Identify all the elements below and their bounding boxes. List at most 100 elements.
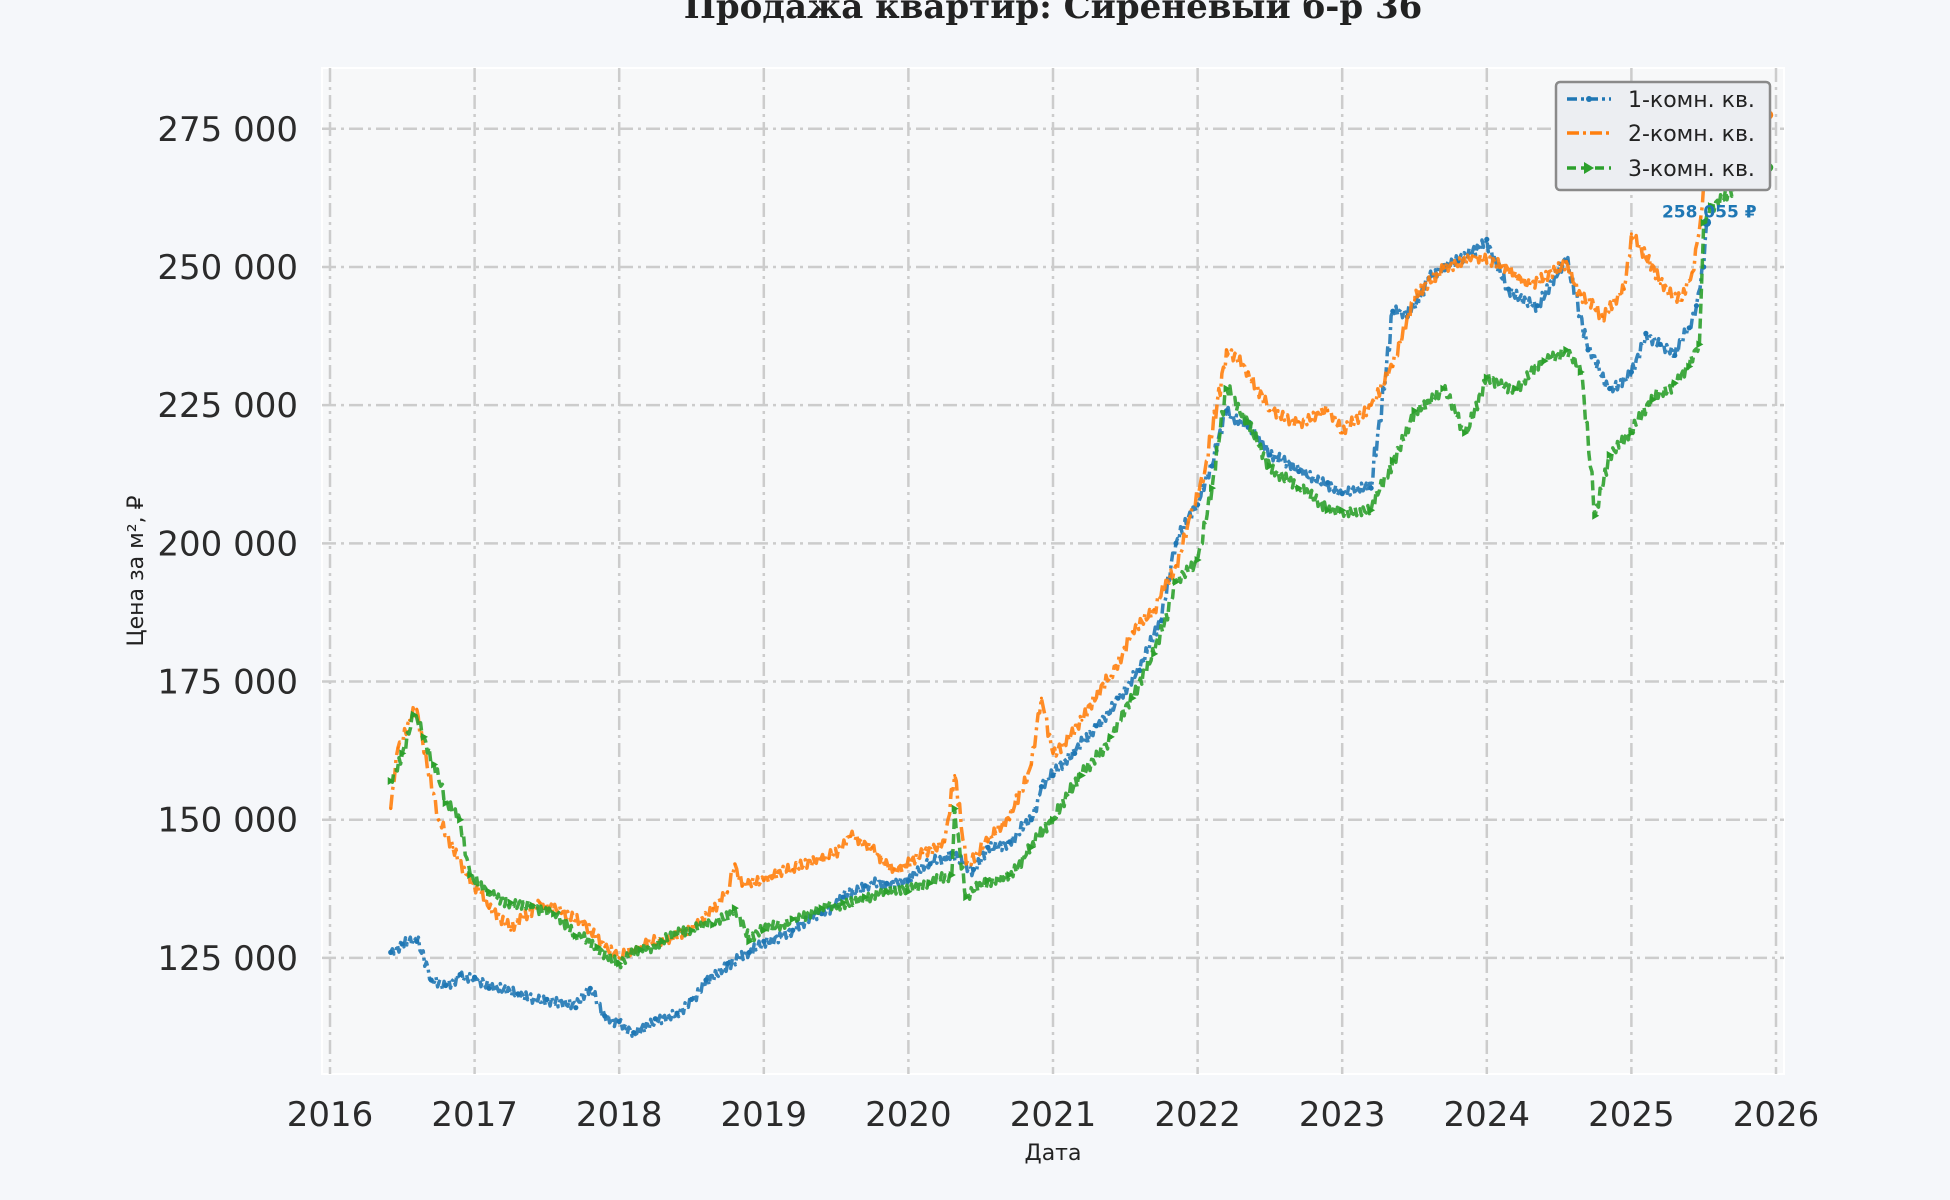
- data-point: [762, 879, 766, 883]
- x-axis-ticks: 2016 2017 2018 2019 2020 2021 2022 2023 2024 2025…: [287, 1095, 1820, 1135]
- data-point: [1326, 409, 1330, 413]
- y-tick-label: 200 000: [157, 524, 298, 564]
- data-point: [616, 1018, 622, 1025]
- x-tick-label: 2024: [1444, 1095, 1531, 1135]
- data-point: [1690, 271, 1694, 275]
- data-point: [428, 977, 434, 983]
- data-point: [1413, 298, 1416, 302]
- data-point: [1051, 751, 1055, 755]
- data-point: [1174, 563, 1178, 567]
- data-point: [731, 904, 739, 913]
- legend-label-2: 2-комн. кв.: [1628, 122, 1755, 147]
- data-point: [1029, 762, 1033, 766]
- data-point: [688, 996, 695, 1002]
- x-tick-label: 2022: [1154, 1095, 1241, 1135]
- data-point: [1006, 871, 1014, 880]
- data-point: [711, 906, 715, 910]
- data-point: [1672, 352, 1678, 359]
- y-tick-label: 250 000: [157, 248, 298, 288]
- data-point: [637, 945, 645, 954]
- data-point: [544, 996, 550, 1002]
- data-point: [760, 926, 768, 935]
- x-axis-label: Дата: [1025, 1141, 1082, 1166]
- data-point: [1440, 384, 1448, 393]
- data-point: [985, 844, 991, 850]
- data-point: [436, 818, 440, 822]
- data-point: [1008, 818, 1012, 822]
- data-point: [726, 890, 730, 894]
- legend-marker-1: [1586, 96, 1592, 102]
- data-point: [1411, 406, 1419, 415]
- data-point: [1658, 282, 1662, 286]
- data-point: [927, 861, 933, 867]
- y-tick-label: 125 000: [157, 939, 298, 979]
- legend-marker-3: [1584, 162, 1594, 174]
- data-point: [892, 867, 896, 871]
- data-point: [652, 1016, 658, 1022]
- data-point: [431, 760, 439, 769]
- data-point: [587, 985, 593, 991]
- data-point: [1339, 506, 1347, 515]
- y-tick-label: 175 000: [157, 663, 298, 703]
- data-point: [1577, 368, 1585, 377]
- data-point: [921, 851, 925, 855]
- series-line: [388, 107, 1771, 962]
- data-point: [1131, 630, 1135, 634]
- data-point: [1038, 783, 1045, 790]
- data-point: [905, 877, 912, 884]
- data-point: [1028, 817, 1034, 823]
- data-point: [1050, 772, 1056, 779]
- data-point: [1499, 265, 1503, 269]
- data-point: [572, 931, 580, 940]
- data-point: [399, 941, 405, 947]
- data-point: [1225, 348, 1229, 352]
- data-point: [388, 949, 394, 955]
- data-point: [414, 938, 420, 944]
- data-point: [515, 991, 521, 997]
- data-point: [1700, 218, 1708, 227]
- data-point: [674, 1010, 680, 1016]
- data-point: [840, 894, 846, 900]
- x-tick-label: 2016: [287, 1095, 374, 1135]
- data-point: [1173, 540, 1179, 546]
- data-point: [1028, 843, 1036, 852]
- data-point: [1209, 484, 1217, 493]
- data-point: [1268, 409, 1272, 413]
- data-point: [1340, 431, 1344, 435]
- data-point: [415, 707, 419, 711]
- data-point: [442, 799, 450, 808]
- x-tick-label: 2025: [1588, 1095, 1675, 1135]
- data-point: [1693, 303, 1700, 309]
- data-point: [870, 845, 874, 849]
- data-point: [1368, 506, 1376, 515]
- data-point: [551, 909, 559, 918]
- data-point: [746, 937, 754, 946]
- data-point: [389, 807, 393, 811]
- data-point: [1223, 384, 1231, 393]
- data-point: [1172, 578, 1180, 587]
- data-point: [472, 974, 478, 980]
- data-point: [1152, 608, 1156, 612]
- data-point: [487, 906, 491, 910]
- data-point: [1039, 696, 1043, 700]
- data-point: [818, 904, 826, 913]
- end-value-label: 258 055 ₽: [1662, 203, 1757, 223]
- data-point: [420, 732, 428, 741]
- data-point: [1541, 356, 1549, 365]
- data-point: [594, 942, 602, 951]
- data-point: [1680, 298, 1684, 302]
- data-point: [1441, 265, 1445, 269]
- data-point: [1194, 555, 1202, 564]
- data-point: [849, 834, 853, 838]
- data-point: [631, 1029, 637, 1036]
- data-point: [984, 876, 992, 885]
- data-point: [410, 710, 418, 719]
- data-point: [457, 815, 465, 824]
- data-point: [710, 920, 718, 929]
- x-tick-label: 2026: [1733, 1095, 1820, 1135]
- data-point: [1592, 511, 1600, 520]
- data-point: [659, 937, 667, 946]
- data-point: [396, 746, 400, 750]
- y-tick-label: 150 000: [157, 801, 298, 841]
